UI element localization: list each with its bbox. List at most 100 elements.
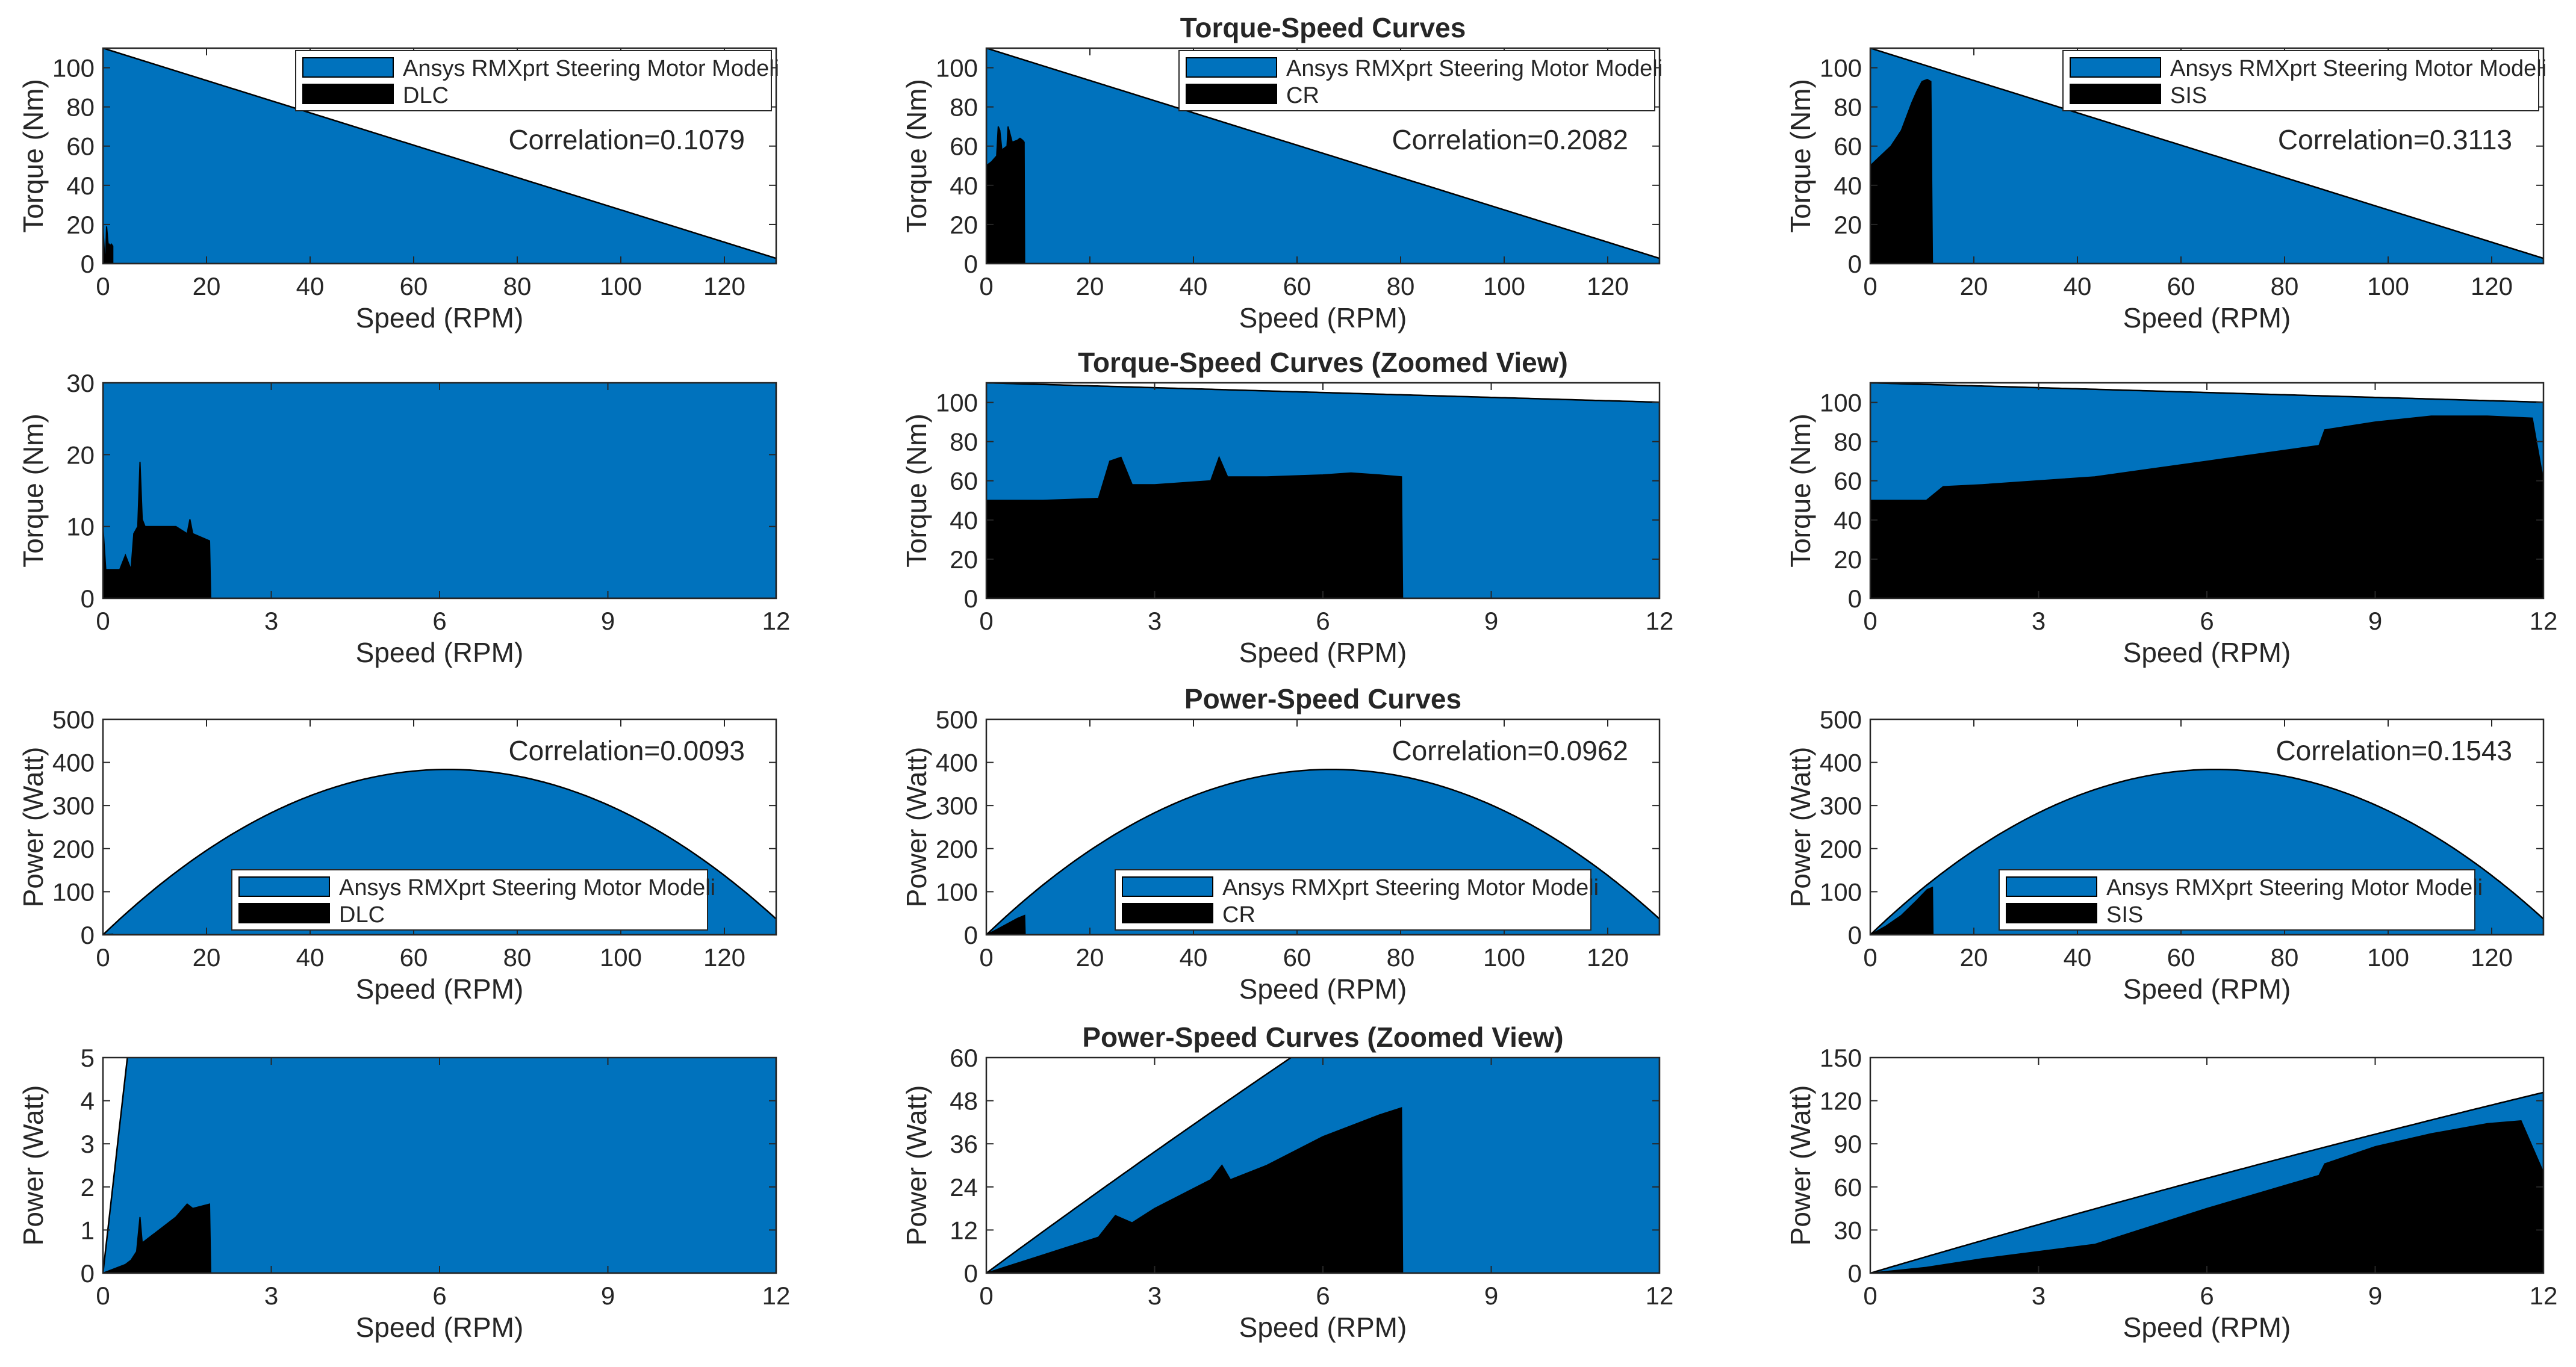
correlation-label: Correlation=0.3113: [2278, 124, 2512, 155]
x-tick-label: 0: [979, 272, 993, 300]
x-tick-label: 80: [1387, 943, 1415, 972]
y-tick-label: 0: [81, 250, 95, 278]
legend-label-model: Ansys RMXprt Steering Motor Modeli: [403, 56, 779, 81]
y-tick-label: 0: [81, 921, 95, 949]
correlation-label: Correlation=0.0093: [508, 735, 745, 766]
axes-box: [985, 718, 1661, 936]
axes-box: [102, 718, 777, 936]
legend-swatch-measured: [2006, 903, 2097, 923]
y-tick-label: 3: [81, 1130, 95, 1158]
legend-label-measured: DLC: [339, 902, 385, 928]
y-tick-label: 60: [950, 1044, 978, 1072]
y-tick-label: 0: [964, 921, 978, 949]
y-tick-label: 2: [81, 1173, 95, 1201]
x-tick-label: 80: [1387, 272, 1415, 300]
y-axis-label: Torque (Nm): [1785, 414, 1816, 568]
subplot-r1-c2: 0 3 6 9 12 0 20 40 60 80 100 Speed (RPM) Torque (Nm): [1785, 382, 2557, 668]
y-axis-label: Power (Watt): [1785, 747, 1816, 908]
x-tick-label: 120: [2471, 943, 2513, 972]
x-tick-label: 120: [703, 272, 745, 300]
x-axis-label: Speed (RPM): [2123, 637, 2291, 668]
legend-label-model: Ansys RMXprt Steering Motor Modeli: [2106, 875, 2483, 900]
model-area: [103, 48, 776, 264]
y-axis-label: Torque (Nm): [17, 414, 49, 568]
y-tick-label: 400: [1820, 749, 1862, 777]
y-tick-label: 60: [1834, 1173, 1862, 1201]
x-axis-label: Speed (RPM): [2123, 302, 2291, 333]
y-tick-label: 12: [950, 1216, 978, 1244]
y-tick-label: 0: [964, 584, 978, 613]
y-tick-label: 0: [964, 250, 978, 278]
x-tick-label: 0: [96, 607, 110, 635]
y-tick-label: 80: [1834, 93, 1862, 122]
correlation-label: Correlation=0.2082: [1392, 124, 1628, 155]
model-area: [103, 383, 776, 598]
x-axis-label: Speed (RPM): [1239, 1312, 1407, 1343]
y-tick-label: 100: [52, 878, 95, 906]
measured-area: [986, 914, 1026, 935]
y-tick-label: 120: [1820, 1087, 1862, 1115]
y-tick-label: 40: [1834, 172, 1862, 200]
x-tick-label: 80: [2271, 272, 2299, 300]
legend-label-measured: DLC: [403, 83, 449, 108]
x-tick-label: 0: [979, 607, 993, 635]
y-axis-label: Power (Watt): [17, 1085, 49, 1246]
axes-box: [1869, 718, 2545, 936]
x-tick-label: 9: [1484, 607, 1498, 635]
measured-area: [103, 1203, 211, 1273]
x-tick-label: 120: [2471, 272, 2513, 300]
y-tick-label: 0: [1848, 1259, 1862, 1288]
x-tick-label: 20: [1960, 943, 1988, 972]
y-axis-label: Torque (Nm): [17, 79, 49, 233]
x-tick-label: 120: [1587, 272, 1629, 300]
x-tick-label: 0: [96, 272, 110, 300]
legend-swatch-measured: [302, 84, 394, 104]
y-tick-label: 100: [1820, 389, 1862, 417]
subplot-r0-c0: 0 20 40 60 80 100 120 0 20 40 60 80 100 Speed (RPM) To…: [17, 47, 779, 333]
y-tick-label: 60: [1834, 132, 1862, 161]
legend-swatch-model: [1122, 876, 1213, 897]
x-tick-label: 20: [1960, 272, 1988, 300]
x-tick-label: 60: [400, 272, 428, 300]
x-tick-label: 40: [2064, 272, 2092, 300]
legend-swatch-model: [302, 57, 394, 78]
x-tick-label: 100: [1483, 272, 1525, 300]
x-tick-label: 80: [503, 272, 532, 300]
y-tick-label: 20: [1834, 211, 1862, 239]
y-axis-label: Power (Watt): [1785, 1085, 1816, 1246]
x-tick-label: 9: [601, 1282, 615, 1310]
x-tick-label: 100: [600, 943, 642, 972]
y-axis-label: Torque (Nm): [901, 414, 932, 568]
x-tick-label: 3: [2032, 1282, 2046, 1310]
y-tick-label: 150: [1820, 1044, 1862, 1072]
x-tick-label: 80: [503, 943, 532, 972]
y-tick-label: 20: [1834, 545, 1862, 574]
x-axis-label: Speed (RPM): [356, 302, 524, 333]
legend-swatch-measured: [238, 903, 330, 923]
x-tick-label: 9: [2368, 607, 2382, 635]
y-tick-label: 40: [950, 506, 978, 535]
subplot-r2-c0: 0 20 40 60 80 100 120 0 100 200 300 400 500 Speed (RP…: [17, 705, 777, 1005]
y-tick-label: 300: [1820, 792, 1862, 820]
legend-swatch-model: [1186, 57, 1277, 78]
x-tick-label: 40: [2064, 943, 2092, 972]
x-axis-label: Speed (RPM): [1239, 302, 1407, 333]
x-axis-label: Speed (RPM): [356, 973, 524, 1005]
y-tick-label: 0: [81, 584, 95, 613]
x-axis-label: Speed (RPM): [1239, 637, 1407, 668]
x-tick-label: 20: [1076, 272, 1104, 300]
x-tick-label: 6: [1316, 1282, 1330, 1310]
y-tick-label: 40: [1834, 506, 1862, 535]
y-tick-label: 90: [1834, 1130, 1862, 1158]
y-tick-label: 200: [1820, 835, 1862, 863]
x-tick-label: 9: [1484, 1282, 1498, 1310]
x-tick-label: 0: [1863, 607, 1877, 635]
x-axis-label: Speed (RPM): [1239, 973, 1407, 1005]
x-tick-label: 3: [1148, 607, 1162, 635]
subplot-r1-c1: 0 3 6 9 12 0 20 40 60 80 100 Speed (RPM) Torque (Nm)…: [901, 347, 1673, 668]
y-tick-label: 60: [1834, 467, 1862, 495]
